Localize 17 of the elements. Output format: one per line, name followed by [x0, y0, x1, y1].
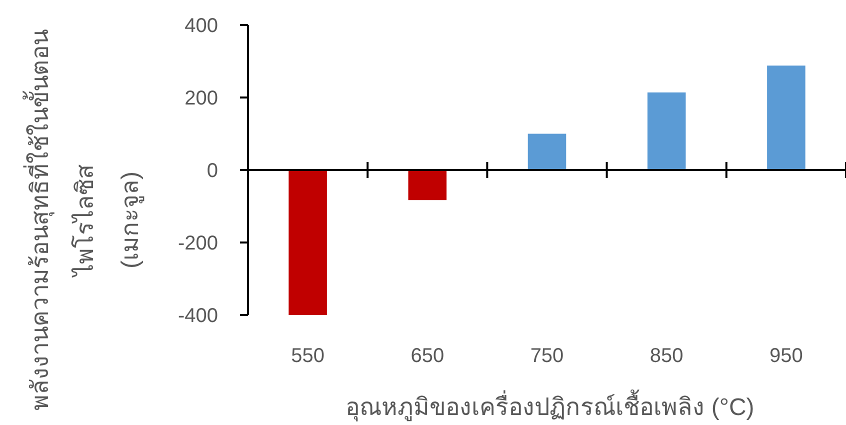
- y-tick-label: -400: [178, 305, 218, 327]
- y-tick-label: -200: [178, 232, 218, 254]
- x-tick-label: 650: [410, 345, 444, 367]
- bar: [288, 170, 327, 315]
- bar: [528, 134, 566, 170]
- bar: [767, 66, 806, 170]
- bar: [408, 170, 447, 200]
- y-tick-label: 0: [206, 160, 218, 182]
- x-tick-label: 750: [530, 345, 564, 367]
- x-tick-label: 550: [291, 345, 324, 367]
- y-tick-label: 400: [184, 15, 218, 37]
- y-tick-label: 200: [184, 88, 218, 110]
- x-axis-title: อุณหภูมิของเครื่องปฏิกรณ์เชื้อเพลิง (°C): [346, 389, 754, 422]
- bar: [647, 92, 686, 170]
- x-tick-label: 850: [650, 345, 684, 367]
- x-tick-label: 950: [770, 345, 803, 367]
- y-axis-title: พลังงานความร้อนสุทธิที่ใช้ในขั้นตอน ไพโรไลซิส (เมกะจูล): [22, 30, 145, 410]
